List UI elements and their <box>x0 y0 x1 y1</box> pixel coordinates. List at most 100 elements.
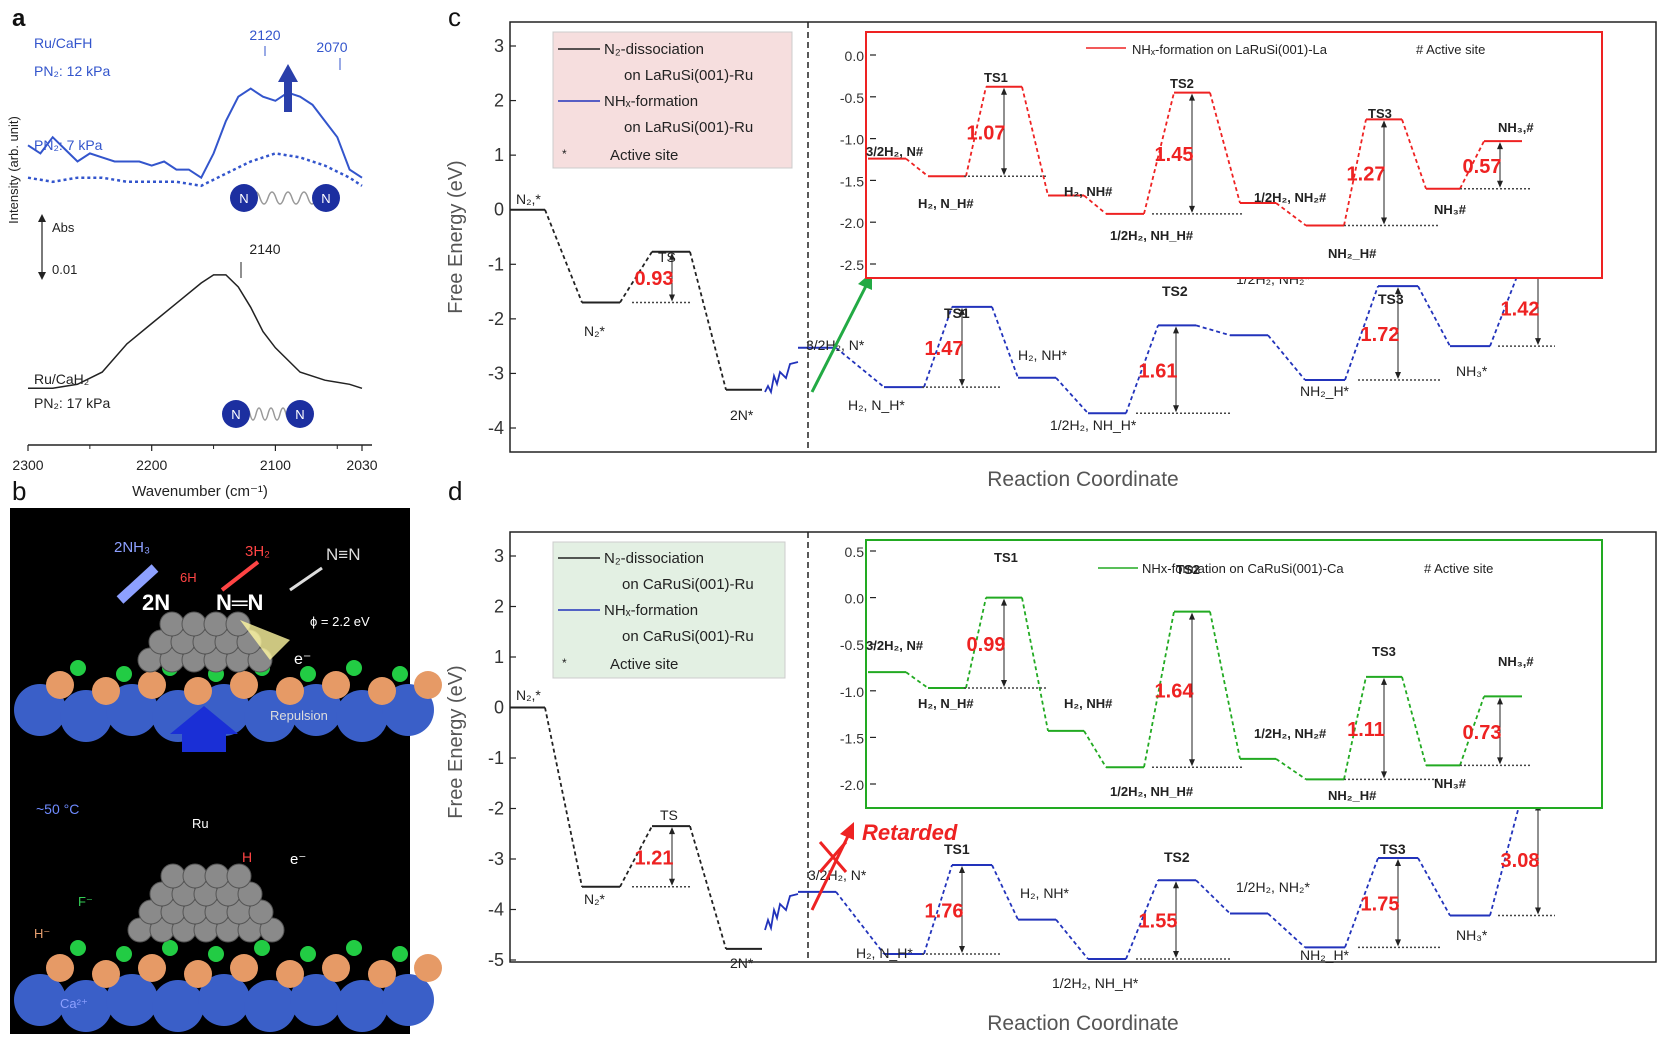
panel-d-state-label: TS3 <box>1380 841 1406 857</box>
panel-c-state-label: N₂,* <box>516 191 541 207</box>
panel-d-retarded: Retarded <box>862 820 958 845</box>
panel-b-ru: Ru <box>192 816 209 831</box>
panel-c-inset-state-label: 3/2H₂, N# <box>866 144 924 159</box>
h-sphere <box>414 671 442 699</box>
h-sphere <box>368 960 396 988</box>
panel-d-inset-y-tick-label: -2.0 <box>840 777 864 793</box>
panel-c-y-tick-label: 1 <box>494 145 504 165</box>
h-sphere <box>46 954 74 982</box>
panel-c-state-label: H₂, N_H* <box>848 397 905 413</box>
panel-b-fluoride: F⁻ <box>78 894 93 909</box>
panel-d-nh-connector <box>923 864 953 955</box>
panel-d-barrier-value: 1.55 <box>1139 911 1178 933</box>
panel-a-spectrum-line <box>27 87 363 180</box>
panel-c-state-label: TS1 <box>944 305 970 321</box>
panel-d-blocked-x-icon <box>818 841 848 873</box>
panel-d-nh-connector <box>1125 879 1159 960</box>
panel-d-inset <box>865 539 1603 809</box>
h-sphere <box>368 677 396 705</box>
f-sphere <box>392 666 408 682</box>
svg-text:N: N <box>231 407 240 422</box>
panel-d-n2-connector <box>689 825 727 950</box>
panel-c-state-label: NH₂_H* <box>1300 383 1350 399</box>
h-sphere <box>138 671 166 699</box>
panel-c-green-arrow-line <box>810 281 870 393</box>
panel-c-inset-state-label: TS1 <box>984 70 1008 85</box>
panel-d-y-axis: 3 2 1 0 -1 -2 -3 -4 -5 <box>488 546 516 970</box>
panel-c-barrier-value: 1.47 <box>925 338 964 360</box>
panel-a-top-sample: Ru/CaFH <box>34 35 92 51</box>
ru-sphere <box>160 863 186 889</box>
panel-c-y-tick-label: 2 <box>494 91 504 111</box>
panel-c-legend <box>552 31 793 169</box>
panel-b-temperature: ~50 °C <box>36 801 79 817</box>
svg-text:N: N <box>321 191 330 206</box>
panel-d-state-label: 1/2H₂, NH₂* <box>1236 879 1310 895</box>
panel-c-inset-state-label: H₂, N_H# <box>918 196 974 211</box>
ca-sphere <box>244 980 296 1032</box>
panel-b-process-arrow-icon <box>170 706 238 752</box>
panel-c-inset-active: # Active site <box>1416 42 1485 57</box>
panel-c-inset-connector <box>905 157 929 177</box>
panel-b-nh3-arrow-icon <box>116 564 159 604</box>
ru-sphere <box>159 611 185 637</box>
panel-c-inset-y-tick-label: -1.5 <box>840 173 864 189</box>
h-sphere <box>184 960 212 988</box>
panel-c-barrier-value: 1.72 <box>1361 324 1400 346</box>
panel-c-state-label: H₂, NH* <box>1018 347 1068 363</box>
panel-c-nh-connector <box>1344 285 1379 381</box>
panel-d-inset-state-label: TS3 <box>1372 644 1396 659</box>
panel-a-spectrum-line <box>28 274 363 390</box>
ru-sphere <box>226 863 252 889</box>
f-sphere <box>300 666 316 682</box>
panel-c-y-tick-label: -3 <box>488 363 504 383</box>
f-sphere <box>208 946 224 962</box>
panel-d-main-paths: 1.21 1.76 1.55 1.75 3.08 N₂,* N₂* TS 2N* 3/2H₂, N… <box>510 687 1558 991</box>
panel-d-inset-connector <box>1083 730 1107 768</box>
panel-d-state-label: H₂, N_H* <box>856 945 913 961</box>
panel-letter-a: a <box>12 5 26 32</box>
panel-c-inset-barrier-value: 1.45 <box>1155 144 1194 166</box>
panel-a-scale-arrows-icon <box>38 214 46 280</box>
panel-c-inset-state-label: 1/2H₂, NH_H# <box>1110 228 1194 243</box>
h-sphere <box>276 960 304 988</box>
panel-b-2n: 2N <box>142 590 170 615</box>
panel-d-nh-connector <box>1195 879 1231 915</box>
panel-a-x-tick-label: 2100 <box>260 457 291 473</box>
panel-c-inset-connector <box>1401 119 1427 190</box>
panel-c-nh-connector <box>1125 325 1159 414</box>
ca-sphere <box>336 980 388 1032</box>
panel-d-inset-barrier-value: 0.73 <box>1463 722 1502 744</box>
panel-d-state-label: 3/2H₂, N* <box>808 867 867 883</box>
panel-c-inset-connector <box>1275 202 1307 227</box>
panel-d-legend-2b: on CaRuSi(001)-Ru <box>622 628 754 645</box>
panel-d-inset-connector <box>1143 611 1175 768</box>
panel-c-nh-connector <box>991 306 1019 379</box>
panel-a-increase-arrow-icon <box>278 64 298 112</box>
panel-c-inset-barrier-value: 1.07 <box>967 122 1006 144</box>
panel-d-inset-connector <box>1459 696 1485 766</box>
panel-c-n2-connector <box>689 251 727 391</box>
panel-c-inset-y-tick-label: 0.0 <box>845 48 865 64</box>
panel-a-n2-weak-bond-icon: N N <box>230 184 340 212</box>
panel-d-barrier-arrowheads-icon <box>669 827 675 886</box>
ca-sphere <box>198 974 250 1026</box>
f-sphere <box>162 940 178 956</box>
panel-b-electron-beam-icon <box>240 620 290 660</box>
ca-sphere <box>14 974 66 1026</box>
panel-c-nh-connector <box>1417 285 1451 347</box>
panel-a-p17: PN₂: 17 kPa <box>34 395 110 411</box>
f-sphere <box>254 940 270 956</box>
panel-d-inset-connector <box>1401 676 1427 766</box>
panel-a-ir-spectra: 2300 2200 2100 2030 Wavenumber (cm⁻¹) Inten… <box>6 27 378 500</box>
panel-d-y-tick-label: -1 <box>488 748 504 768</box>
panel-d-legend-1a: N₂-dissociation <box>604 550 704 567</box>
panel-c-legend-1a: N₂-dissociation <box>604 41 704 58</box>
panel-d-inset-connector <box>1343 676 1367 780</box>
panel-c-legend-star: * <box>562 147 567 161</box>
panel-a-x-tick-label: 2200 <box>136 457 167 473</box>
panel-c-nh-connector <box>923 306 953 388</box>
panel-d-legend-star: * <box>562 656 567 670</box>
panel-a-p7: PN₂: 7 kPa <box>34 137 103 153</box>
panel-d-y-tick-label: -4 <box>488 900 504 920</box>
